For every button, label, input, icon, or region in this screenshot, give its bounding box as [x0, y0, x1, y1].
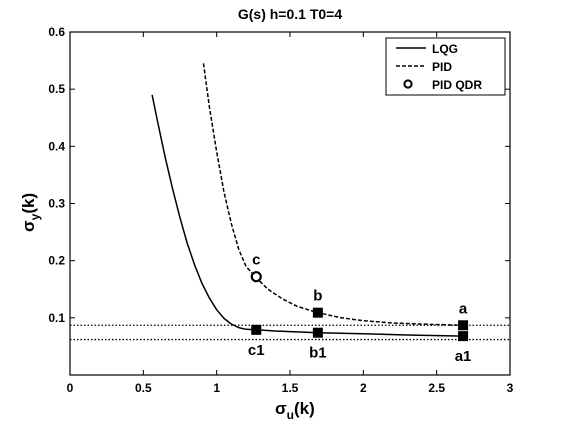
- axes: 0 0.5 1 1.5 2 2.5 3 0.1 0.2 0.3 0.4 0.5 0.6: [48, 25, 513, 395]
- x-tick-label: 0.5: [135, 381, 152, 395]
- series-pid-line: [202, 63, 464, 327]
- y-tick-label: 0.3: [48, 197, 65, 211]
- y-tick-label: 0.5: [48, 82, 65, 96]
- x-tick-label: 2.5: [428, 381, 445, 395]
- series-lqg-line: [151, 94, 464, 337]
- x-tick-label: 1.5: [282, 381, 299, 395]
- marker-label-b: b: [313, 288, 322, 305]
- qdr-point-marker: [250, 271, 262, 283]
- marker-c1: [251, 324, 262, 335]
- y-tick-label: 0.2: [48, 254, 65, 268]
- legend-pid-label: PID: [432, 60, 452, 74]
- marker-a1: [458, 331, 469, 342]
- data-layer: a b a1 b1 c1 c: [70, 63, 510, 365]
- legend-qdr-marker: [403, 79, 413, 89]
- marker-b1: [312, 327, 323, 338]
- marker-label-c1: c1: [248, 342, 265, 359]
- x-axis-label: σu(k): [275, 399, 315, 422]
- legend-lqg-label: LQG: [432, 42, 458, 56]
- marker-label-a1: a1: [455, 348, 472, 365]
- x-tick-label: 1: [213, 381, 220, 395]
- y-tick-label: 0.6: [48, 25, 65, 39]
- qdr-point-label: c: [252, 252, 260, 269]
- marker-a: [458, 320, 469, 331]
- y-tick-label: 0.4: [48, 139, 65, 153]
- legend-qdr-label: PID QDR: [432, 78, 482, 92]
- x-tick-label: 3: [507, 381, 514, 395]
- legend: LQG PID PID QDR: [385, 37, 506, 96]
- marker-label-b1: b1: [309, 345, 327, 362]
- x-tick-label: 2: [360, 381, 367, 395]
- marker-label-a: a: [459, 300, 468, 317]
- x-tick-label: 0: [67, 381, 74, 395]
- marker-b: [312, 307, 323, 318]
- y-tick-label: 0.1: [48, 311, 65, 325]
- y-axis-label: σy(k): [19, 193, 42, 232]
- chart-title: G(s) h=0.1 T0=4: [238, 6, 342, 22]
